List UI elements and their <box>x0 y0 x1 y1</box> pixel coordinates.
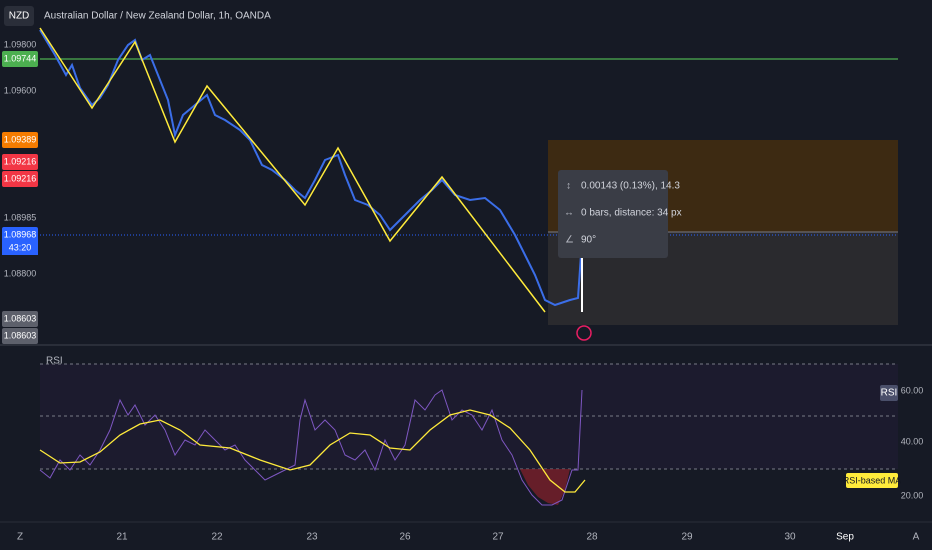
price-label: 1.09800 <box>4 39 37 49</box>
rsi-ma-badge: RSI-based MA <box>843 475 902 485</box>
time-label: 22 <box>211 532 223 543</box>
icon: ↔ <box>564 208 574 219</box>
price-label-box <box>2 227 38 243</box>
measure-angle: 90° <box>581 235 596 246</box>
rsi-oversold-fill <box>520 469 570 505</box>
rsi-line <box>39 389 583 506</box>
time-label: 28 <box>586 532 598 543</box>
countdown-box <box>2 241 38 255</box>
time-axis: Z 21 22 23 26 27 28 29 30 Sep A <box>17 529 920 545</box>
price-label-box <box>2 132 38 148</box>
rsi-ma-badge-box <box>846 473 898 488</box>
price-label: 1.08985 <box>4 212 37 222</box>
time-label: 21 <box>116 532 128 543</box>
time-label: Sep <box>836 532 854 543</box>
rsi-badge: RSI <box>881 388 898 399</box>
measure-tooltip <box>558 170 668 258</box>
rsi-level-label: 40.00 <box>901 436 924 446</box>
price-label-box <box>2 154 38 170</box>
price-series <box>39 29 583 307</box>
rsi-badge-box <box>880 385 898 401</box>
time-label: A <box>913 532 920 543</box>
time-label: 30 <box>784 532 796 543</box>
time-label: 23 <box>306 532 318 543</box>
price-label-box <box>2 51 38 67</box>
time-label-box <box>833 529 857 545</box>
alert-icon[interactable] <box>576 325 592 341</box>
time-label: 27 <box>492 532 504 543</box>
price-label: 1.09744 <box>4 53 37 63</box>
price-label: 1.09216 <box>4 173 37 183</box>
time-label: Z <box>17 532 23 543</box>
price-label-box <box>2 328 38 344</box>
symbol-box[interactable] <box>4 6 34 26</box>
price-label: 1.08603 <box>4 313 37 323</box>
icon: ∠ <box>565 235 574 246</box>
measure-bars: 0 bars, distance: 34 px <box>581 208 682 219</box>
price-label: 1.08968 <box>4 229 37 239</box>
rsi-axis: 60.00 40.00 20.00 <box>901 385 924 500</box>
icon: ↕ <box>566 181 571 192</box>
price-label-box <box>2 171 38 187</box>
time-label: 29 <box>681 532 693 543</box>
rsi-ma <box>39 409 586 493</box>
rsi-level-label: 60.00 <box>901 385 924 395</box>
rsi-label: RSI <box>46 356 63 367</box>
price-axis: 1.09800 1.09744 1.09600 1.09389 1.09216 1.092… <box>2 39 38 344</box>
time-label: 26 <box>399 532 411 543</box>
chart-title: Australian Dollar / New Zealand Dollar, … <box>44 11 271 22</box>
price-label: 1.08603 <box>4 330 37 340</box>
price-label: 1.08800 <box>4 268 37 278</box>
zigzag <box>39 27 546 313</box>
symbol: NZD <box>9 11 30 22</box>
price-label: 1.09600 <box>4 85 37 95</box>
measure-change: 0.00143 (0.13%), 14.3 <box>581 181 680 192</box>
price-label: 1.09389 <box>4 134 37 144</box>
countdown: 43:20 <box>9 242 32 252</box>
price-label: 1.09216 <box>4 156 37 166</box>
rsi-level-label: 20.00 <box>901 490 924 500</box>
price-label-box <box>2 311 38 327</box>
